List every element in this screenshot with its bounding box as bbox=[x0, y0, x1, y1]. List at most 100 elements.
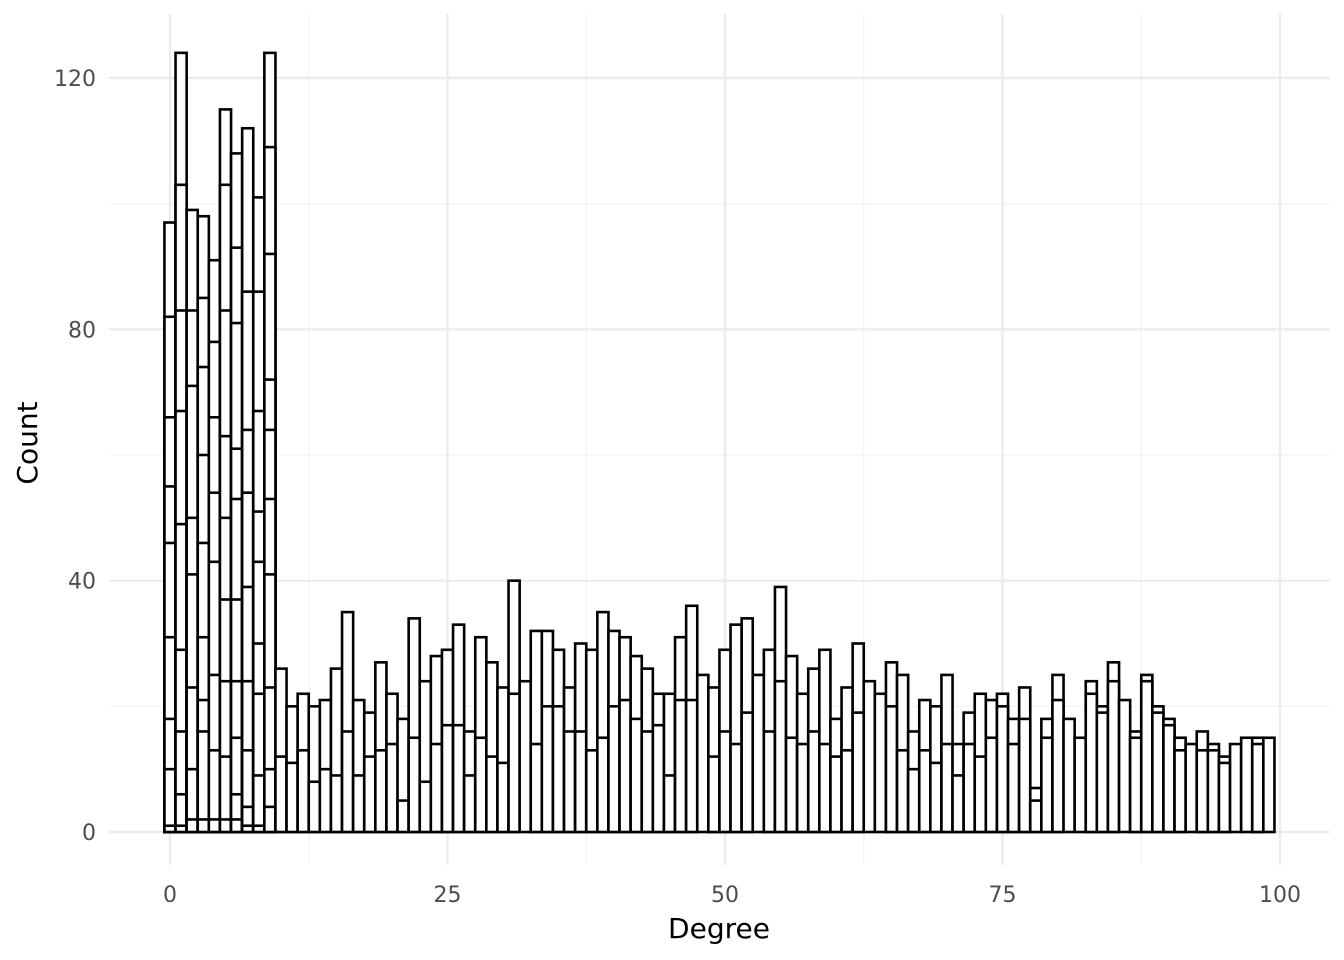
histogram-bar bbox=[307, 780, 322, 834]
histogram-bar bbox=[1028, 799, 1043, 834]
histogram-bar bbox=[362, 755, 377, 834]
histogram-bar bbox=[285, 761, 299, 834]
histogram-bar bbox=[1184, 742, 1199, 834]
histogram-bar bbox=[729, 742, 743, 834]
histogram-bar bbox=[507, 692, 521, 834]
histogram-bar bbox=[695, 673, 710, 834]
histogram-bar bbox=[196, 818, 211, 834]
histogram-bar bbox=[740, 711, 755, 834]
histogram-bar bbox=[1139, 679, 1154, 834]
histogram-bar bbox=[1106, 679, 1121, 834]
histogram-bar bbox=[1217, 761, 1232, 834]
histogram-bar bbox=[584, 749, 599, 834]
histogram-bar bbox=[274, 755, 288, 834]
histogram-bar bbox=[540, 705, 555, 834]
histogram-bars bbox=[163, 51, 1276, 834]
histogram-bar bbox=[1051, 698, 1065, 834]
histogram-bar bbox=[851, 711, 866, 834]
histogram-bar bbox=[185, 818, 200, 834]
histogram-bar bbox=[407, 736, 422, 834]
histogram-bar bbox=[1062, 717, 1076, 834]
x-tick-label: 75 bbox=[989, 883, 1017, 908]
histogram-bar bbox=[684, 698, 699, 834]
histogram-bar bbox=[929, 761, 943, 834]
histogram-bar bbox=[218, 818, 233, 834]
histogram-bar bbox=[318, 767, 333, 834]
histogram-bar bbox=[607, 705, 621, 834]
histogram-bar bbox=[806, 730, 821, 834]
histogram-bar bbox=[240, 824, 255, 834]
histogram-bar bbox=[773, 679, 788, 834]
histogram-bar bbox=[207, 818, 222, 834]
histogram-bar bbox=[562, 730, 577, 834]
histogram-bar bbox=[640, 730, 655, 834]
histogram-bar bbox=[662, 774, 677, 834]
histogram-bar bbox=[1084, 692, 1099, 834]
histogram-bar bbox=[518, 679, 533, 834]
histogram-bar bbox=[1128, 736, 1143, 834]
x-tick-label: 25 bbox=[434, 883, 462, 908]
histogram-bar bbox=[551, 705, 566, 834]
histogram-bar bbox=[984, 736, 999, 834]
histogram-bar bbox=[995, 705, 1010, 834]
histogram-bar bbox=[895, 749, 910, 834]
histogram-bar bbox=[229, 818, 244, 834]
histogram-bar bbox=[962, 742, 977, 834]
histogram-bar bbox=[1262, 736, 1276, 834]
histogram-bar bbox=[596, 736, 610, 834]
y-tick-label: 120 bbox=[54, 67, 96, 92]
histogram-bar bbox=[1151, 711, 1165, 834]
histogram-bar bbox=[496, 761, 510, 834]
histogram-bar bbox=[351, 774, 366, 834]
histogram-bar bbox=[451, 723, 466, 834]
histogram-bar bbox=[762, 730, 777, 834]
histogram-bar bbox=[951, 774, 965, 834]
histogram-bar bbox=[940, 742, 954, 834]
y-tick-label: 40 bbox=[68, 570, 96, 595]
histogram-bar bbox=[1173, 749, 1187, 834]
x-tick-label: 50 bbox=[711, 883, 739, 908]
histogram-bar bbox=[751, 673, 766, 834]
x-tick-label: 100 bbox=[1259, 883, 1301, 908]
histogram-bar bbox=[251, 824, 266, 834]
y-tick-label: 80 bbox=[68, 318, 96, 343]
histogram-bar bbox=[1162, 723, 1176, 834]
histogram-bar bbox=[529, 742, 544, 834]
histogram-bar bbox=[651, 723, 666, 834]
histogram-bar bbox=[440, 723, 455, 834]
histogram-bar bbox=[485, 755, 499, 834]
histogram-bar bbox=[1250, 742, 1265, 834]
histogram-bar bbox=[1206, 749, 1221, 834]
histogram-bar bbox=[296, 749, 311, 834]
histogram-bar bbox=[251, 774, 266, 834]
x-tick-label: 0 bbox=[163, 883, 177, 908]
histogram-bar bbox=[906, 767, 921, 834]
histogram-bar bbox=[1040, 736, 1054, 834]
axis-tick-labels: 0 25 50 75 100 0 40 80 120 bbox=[54, 67, 1301, 908]
histogram-bar bbox=[673, 698, 688, 834]
x-axis-title: Degree bbox=[668, 912, 770, 945]
histogram-bar bbox=[917, 749, 932, 834]
histogram-bar bbox=[329, 774, 344, 834]
histogram-bar bbox=[818, 742, 832, 834]
histogram-bar bbox=[618, 698, 632, 834]
histogram-bar bbox=[174, 824, 188, 834]
histogram-bar bbox=[1006, 742, 1021, 834]
histogram-bar bbox=[396, 799, 410, 834]
histogram-bar bbox=[374, 749, 388, 834]
histogram-bar bbox=[1117, 698, 1132, 834]
histogram-bar bbox=[263, 805, 277, 834]
histogram-bar bbox=[862, 679, 877, 834]
histogram-bar bbox=[829, 755, 843, 834]
histogram-bar bbox=[340, 730, 355, 834]
histogram-bar bbox=[884, 705, 899, 834]
histogram-bar bbox=[473, 736, 488, 834]
histogram-bar bbox=[163, 767, 177, 834]
histogram-bar bbox=[462, 774, 477, 834]
histogram-bar bbox=[1017, 717, 1032, 834]
y-tick-label: 0 bbox=[82, 821, 96, 846]
y-axis-title: Count bbox=[11, 401, 44, 484]
histogram-bar bbox=[1095, 711, 1110, 834]
histogram-bar bbox=[718, 730, 732, 834]
